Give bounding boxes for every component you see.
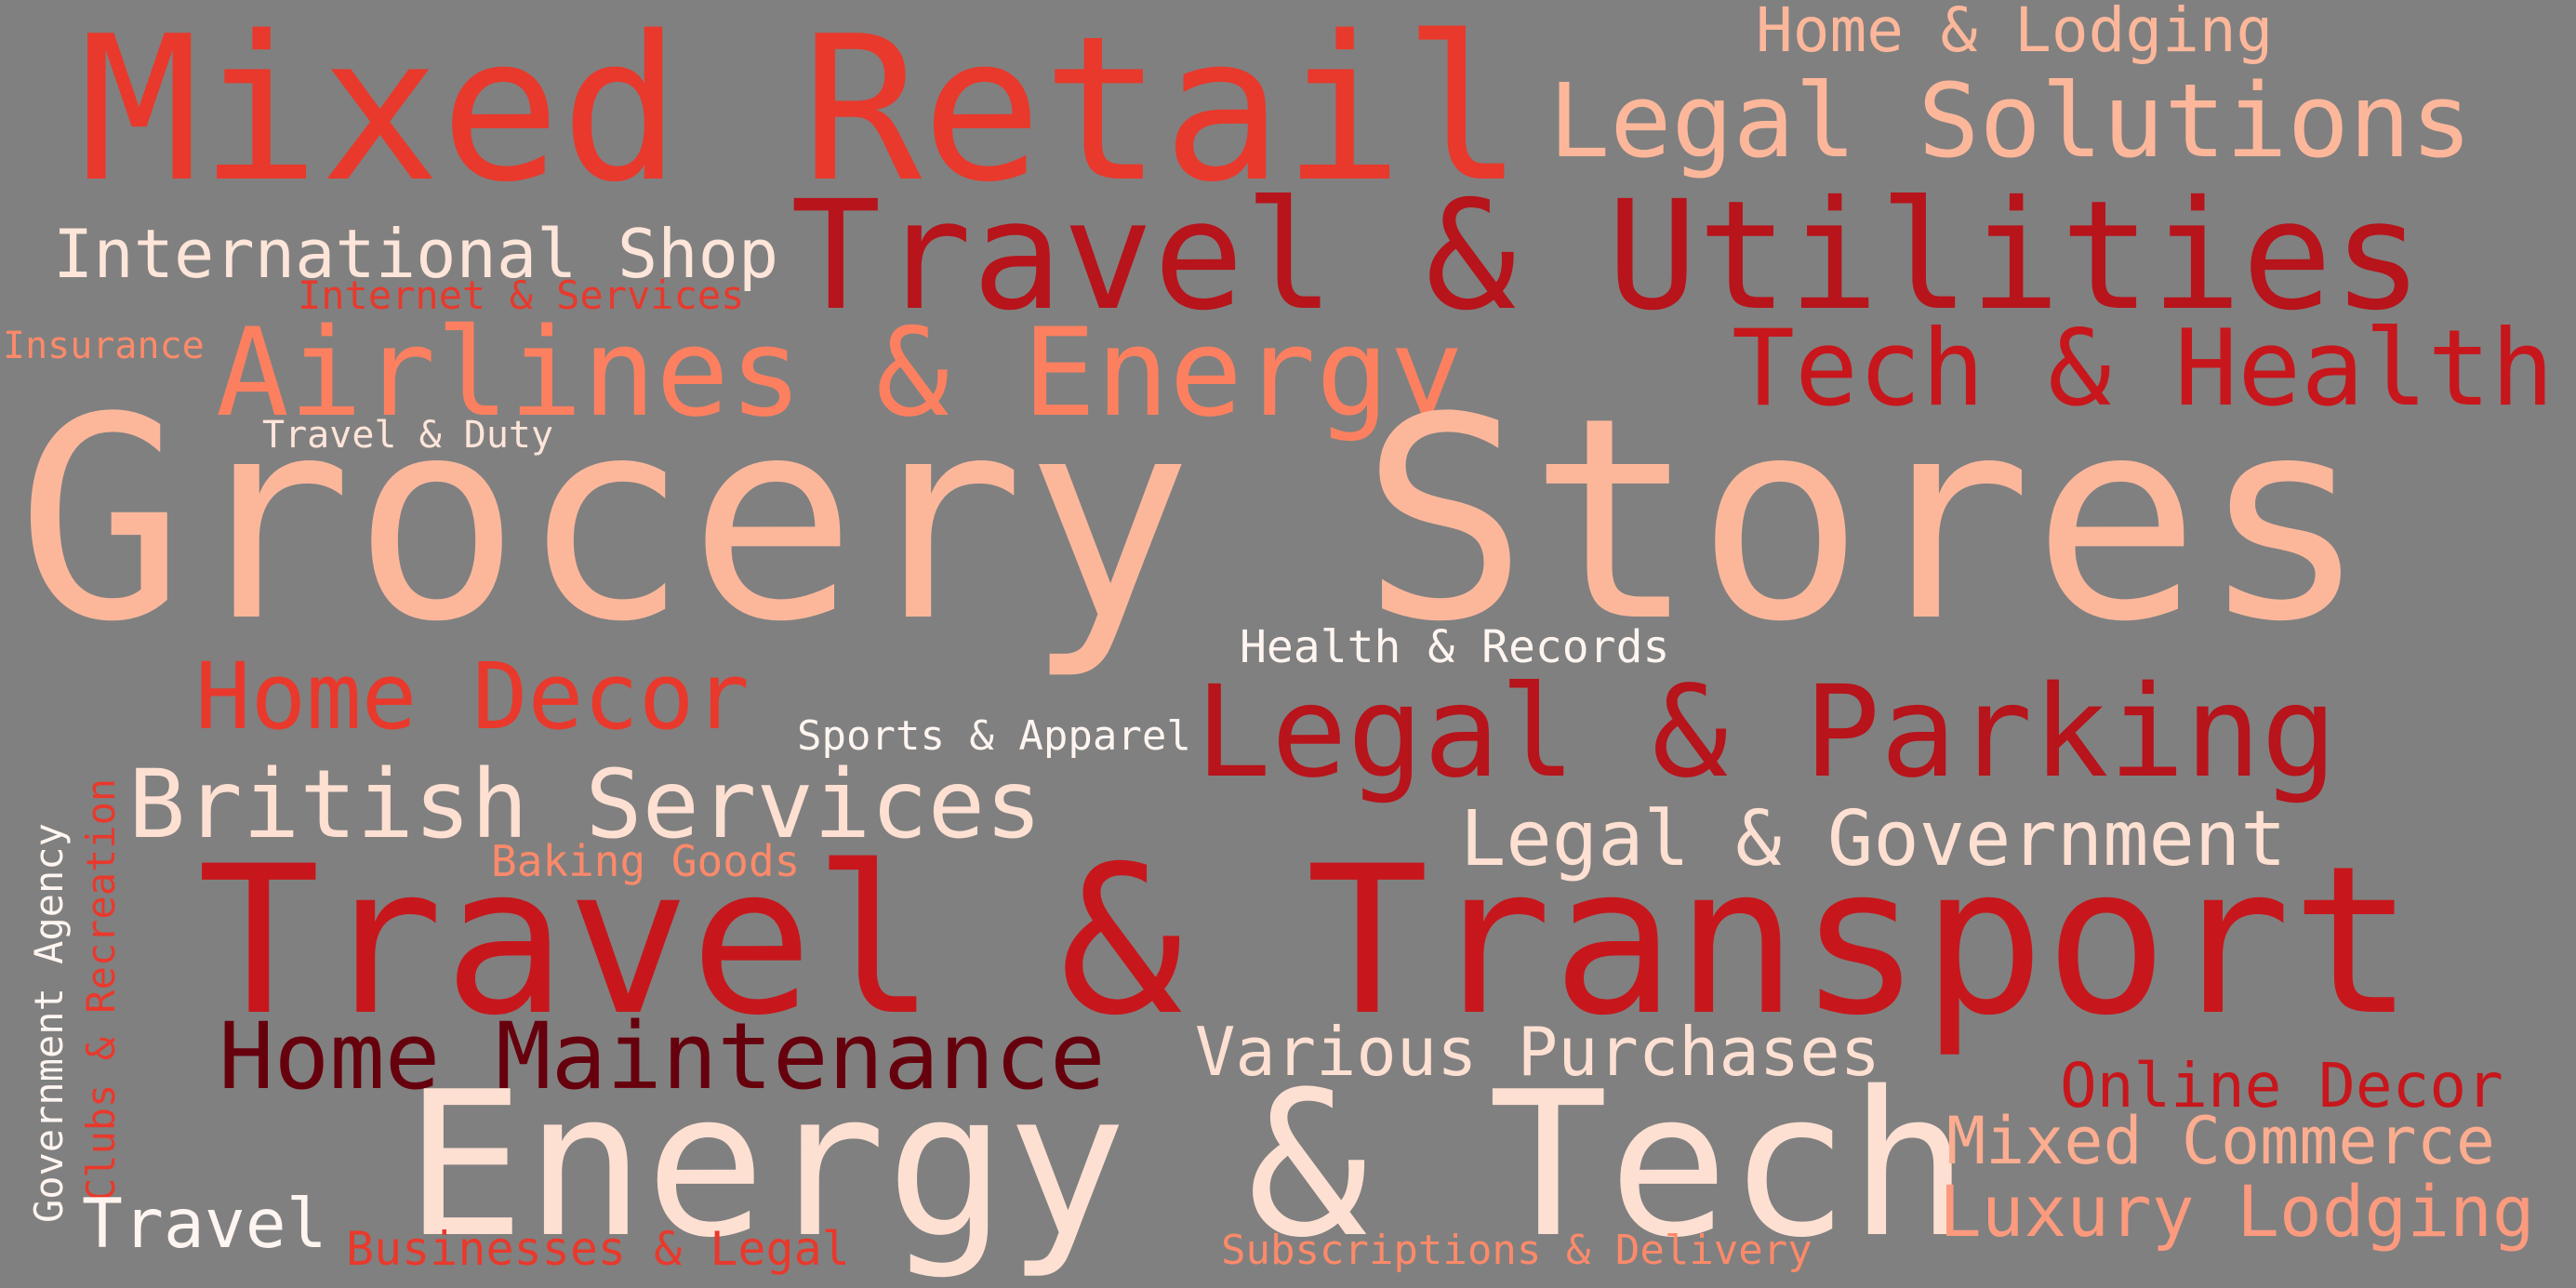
word-home-maintenance: Home Maintenance (219, 1003, 1106, 1110)
word-subscriptions-and-delivery: Subscriptions & Delivery (1221, 1227, 1812, 1274)
word-mixed-commerce: Mixed Commerce (1946, 1103, 2496, 1179)
word-home-decor: Home Decor (195, 644, 750, 750)
word-government-agency: Government Agency (26, 823, 72, 1223)
word-energy-and-tech: Energy & Tech (405, 1048, 1970, 1281)
word-travel-and-transport: Travel & Transport (197, 822, 2415, 1060)
word-international-shop: International Shop (53, 215, 779, 293)
word-home-and-lodging: Home & Lodging (1756, 0, 2274, 66)
word-luxury-lodging: Luxury Lodging (1939, 1170, 2535, 1253)
word-baking-goods: Baking Goods (491, 836, 801, 886)
word-legal-and-government: Legal & Government (1460, 795, 2287, 883)
word-airlines-and-energy: Airlines & Energy (216, 301, 1463, 444)
word-tech-and-health: Tech & Health (1732, 307, 2555, 430)
word-legal-solutions: Legal Solutions (1548, 61, 2473, 180)
word-legal-and-parking: Legal & Parking (1195, 659, 2338, 806)
word-sports-and-apparel: Sports & Apparel (797, 712, 1191, 760)
word-mixed-retail: Mixed Retail (79, 0, 1524, 226)
word-travel-and-duty: Travel & Duty (262, 414, 554, 457)
word-businesses-and-legal: Businesses & Legal (346, 1222, 850, 1276)
word-travel: Travel (82, 1185, 327, 1264)
word-health-and-records: Health & Records (1240, 621, 1670, 673)
word-travel-and-utilities: Travel & Utilities (790, 169, 2423, 344)
word-grocery-stores: Grocery Stores (17, 358, 2369, 683)
word-various-purchases: Various Purchases (1195, 1013, 1880, 1091)
word-internet-and-services: Internet & Services (298, 272, 745, 318)
word-british-services: British Services (128, 750, 1042, 860)
word-clubs-and-recreation: Clubs & Recreation (78, 777, 124, 1202)
word-insurance: Insurance (3, 325, 205, 367)
word-online-decor: Online Decor (2060, 1050, 2503, 1122)
